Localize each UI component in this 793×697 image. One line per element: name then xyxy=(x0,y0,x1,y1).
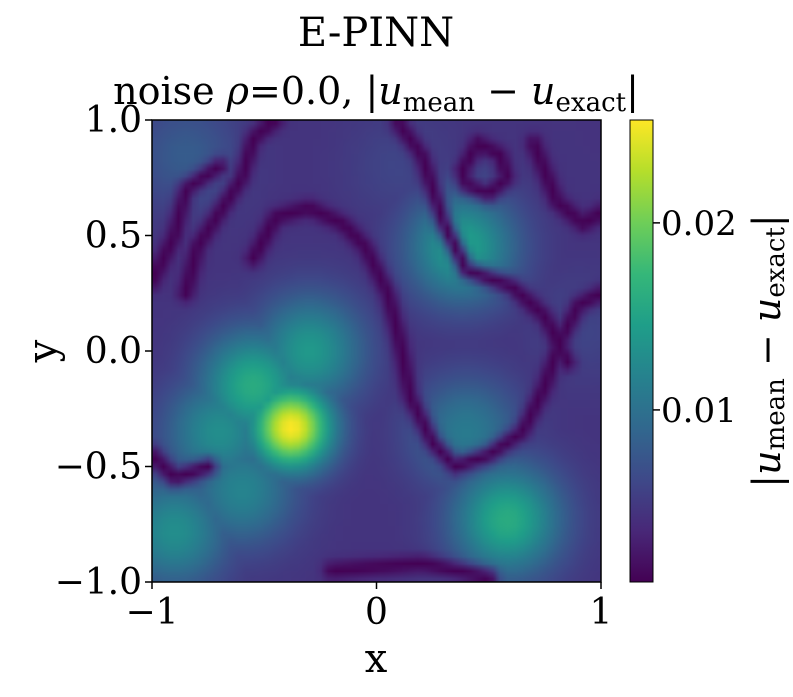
chart-title: E-PINN xyxy=(298,10,454,56)
subtitle-prefix: noise xyxy=(113,69,227,113)
y-tick-label: 1.0 xyxy=(85,100,142,141)
colorbar-label-u-mean: u xyxy=(745,450,789,474)
y-axis-label: y xyxy=(20,339,66,363)
colorbar-tick-label: 0.02 xyxy=(661,204,737,244)
subtitle-bar-end: | xyxy=(626,69,639,113)
colorbar-label-u-exact: u xyxy=(745,298,789,322)
colorbar-label-sub-exact: exact xyxy=(761,227,791,298)
x-tick-label: 1 xyxy=(590,592,613,633)
subtitle-u-mean: u xyxy=(378,69,402,113)
y-tick-label: 0.5 xyxy=(85,216,142,257)
chart-subtitle: noise ρ=0.0, |umean − uexact| xyxy=(113,69,639,118)
subtitle-rho: ρ xyxy=(226,69,250,113)
colorbar-ticks: 0.01 0.02 xyxy=(653,204,737,431)
subtitle-minus: − xyxy=(475,69,531,113)
y-tick-label: −1.0 xyxy=(55,562,142,603)
subtitle-bar: | xyxy=(365,69,378,113)
colorbar-tick-label: 0.01 xyxy=(661,391,737,431)
subtitle-sub-exact: exact xyxy=(556,88,627,118)
subtitle-u-exact: u xyxy=(531,69,555,113)
y-tick-label: 0.0 xyxy=(85,331,142,372)
colorbar-label-bar-end: | xyxy=(745,214,789,227)
colorbar-label-bar: | xyxy=(745,475,789,488)
heatmap-canvas xyxy=(152,120,601,582)
colorbar-label-minus: − xyxy=(745,322,789,378)
colorbar-label: |umean − uexact| xyxy=(745,214,792,487)
y-axis-ticks: 1.0 0.5 0.0 −0.5 −1.0 xyxy=(55,100,152,603)
colorbar xyxy=(629,119,654,583)
y-tick-label: −0.5 xyxy=(55,447,142,488)
subtitle-sub-mean: mean xyxy=(403,88,476,118)
heatmap-area xyxy=(152,120,601,582)
subtitle-rho-value: =0.0, xyxy=(249,69,365,113)
x-tick-label: −1 xyxy=(125,592,178,633)
x-axis-label: x xyxy=(365,636,388,682)
x-axis-ticks: −1 0 1 xyxy=(125,582,612,633)
colorbar-label-sub-mean: mean xyxy=(761,378,791,451)
x-tick-label: 0 xyxy=(365,592,388,633)
